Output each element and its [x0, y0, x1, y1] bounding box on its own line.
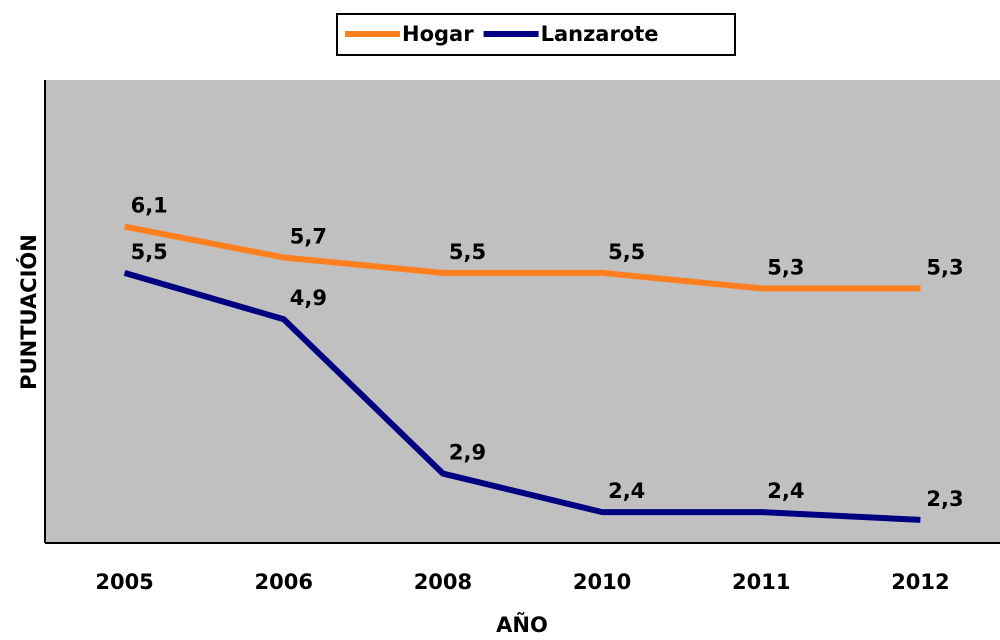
x-tick-label: 2011 [732, 570, 790, 594]
x-tick-label: 2010 [573, 570, 631, 594]
data-label: 2,4 [767, 479, 804, 503]
data-label: 2,3 [926, 487, 963, 511]
data-label: 2,9 [449, 441, 486, 465]
y-axis-label: PUNTUACIÓN [16, 234, 41, 390]
data-label: 5,5 [608, 240, 645, 264]
x-tick-label: 2006 [255, 570, 313, 594]
data-label: 4,9 [290, 286, 327, 310]
x-tick-label: 2012 [891, 570, 949, 594]
data-label: 5,7 [290, 224, 327, 248]
data-label: 5,3 [926, 255, 963, 279]
plot-area [45, 80, 1000, 543]
data-label: 5,5 [449, 240, 486, 264]
line [123, 270, 921, 523]
line [124, 223, 921, 292]
data-label: 2,4 [608, 479, 645, 503]
data-label: 6,1 [131, 194, 168, 218]
x-tick-label: 2008 [414, 570, 472, 594]
x-axis-label: AÑO [496, 612, 548, 637]
legend-label: Lanzarote [541, 22, 659, 46]
x-tick-label: 2005 [95, 570, 153, 594]
data-label: 5,5 [131, 240, 168, 264]
legend-label: Hogar [402, 22, 474, 46]
data-label: 5,3 [767, 255, 804, 279]
